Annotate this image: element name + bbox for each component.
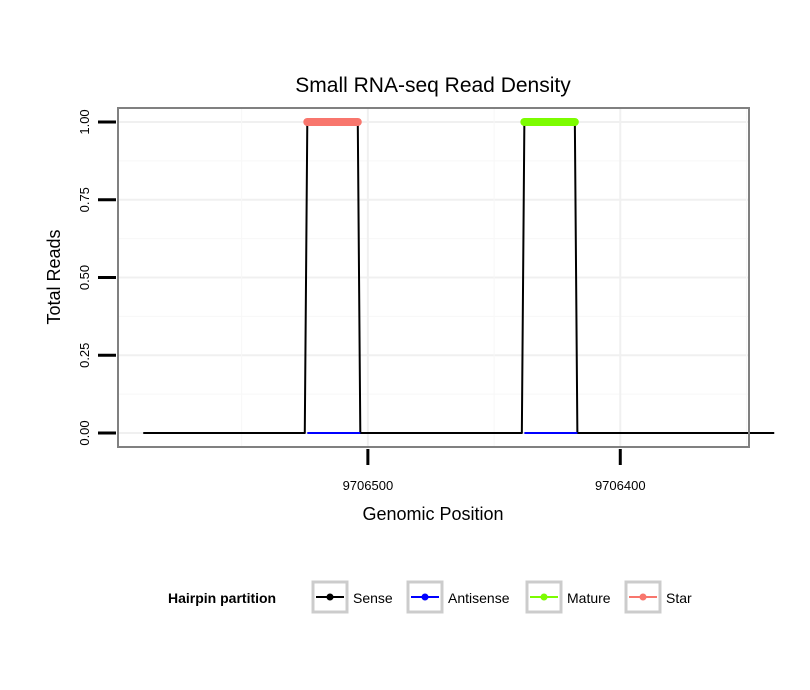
- series-line-sense: [143, 120, 775, 435]
- legend-key-point: [326, 593, 334, 601]
- legend-key-point: [421, 593, 429, 601]
- y-tick-label: 0.25: [77, 343, 92, 368]
- series-layer: [143, 117, 775, 435]
- grid-lines: [118, 108, 749, 447]
- legend-label-star: Star: [666, 590, 692, 606]
- y-axis-label: Total Reads: [44, 229, 64, 324]
- legend-title: Hairpin partition: [168, 590, 276, 606]
- y-tick-label: 0.00: [77, 420, 92, 445]
- y-tick-label: 0.50: [77, 265, 92, 290]
- y-axis: 0.00 0.25 0.50 0.75 1.00: [77, 109, 116, 446]
- legend-label-antisense: Antisense: [448, 590, 510, 606]
- y-tick-label: 0.75: [77, 187, 92, 212]
- legend-label-mature: Mature: [567, 590, 611, 606]
- legend-label-sense: Sense: [353, 590, 393, 606]
- chart-title: Small RNA-seq Read Density: [295, 74, 571, 97]
- y-tick-label: 1.00: [77, 109, 92, 134]
- x-axis-label: Genomic Position: [362, 504, 503, 524]
- legend: Hairpin partition Sense Antisense Mature St…: [168, 580, 692, 614]
- x-axis: 9706500 9706400: [343, 449, 646, 493]
- legend-key-point: [540, 593, 548, 601]
- plot-border: [117, 107, 750, 448]
- x-tick-label: 9706500: [343, 478, 394, 493]
- x-tick-label: 9706400: [595, 478, 646, 493]
- legend-key-point: [639, 593, 647, 601]
